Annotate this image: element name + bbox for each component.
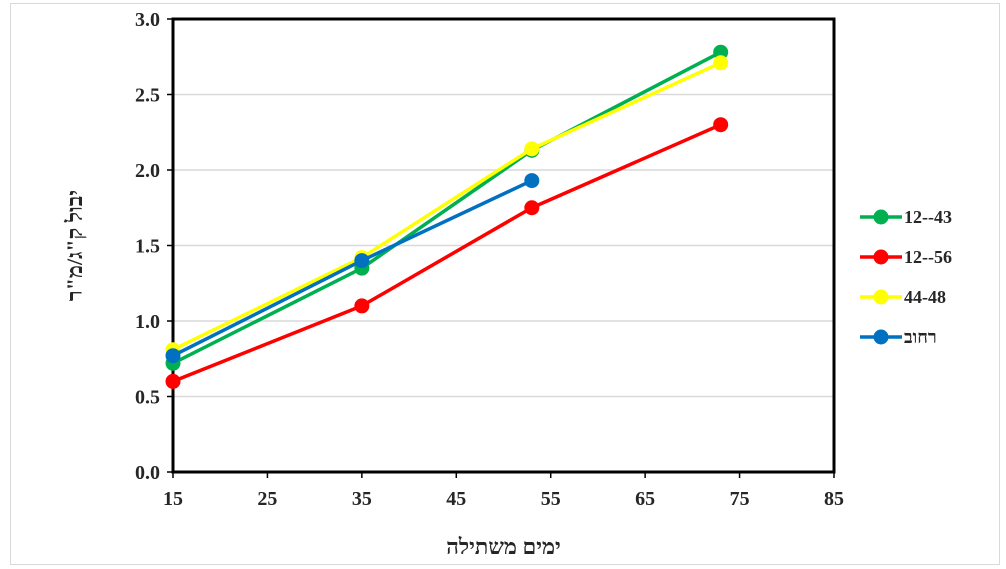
legend-marker [873,289,889,305]
legend-label: רחוב [904,327,937,347]
legend-label: 12--56 [904,247,952,267]
series-1 [165,117,729,389]
legend: 12--43 12--56 44-48 רחוב [860,207,952,347]
legend-label: 44-48 [904,287,946,307]
y-tick-label: 1.0 [135,311,160,333]
data-point [713,117,729,133]
legend-marker [873,209,889,225]
data-point [524,173,540,189]
series-0 [165,44,729,371]
data-point [354,298,370,314]
x-tick-label: 55 [541,488,561,510]
data-point [713,44,729,60]
legend-item: 44-48 [860,287,946,307]
data-point [713,55,729,71]
x-tick-label: 15 [163,488,183,510]
legend-item: רחוב [860,327,937,347]
data-point [165,373,181,389]
x-tick-label: 65 [635,488,655,510]
y-axis-title: יבול ק"ג/מ"ר [62,190,87,301]
data-point [354,253,370,269]
y-tick-label: 2.0 [135,160,160,182]
y-tick-label: 2.5 [135,85,160,107]
y-tick-label: 0.0 [135,462,160,484]
series-line [172,61,722,352]
data-point [524,200,540,216]
x-axis-title: ימים משתילה [446,534,561,559]
y-tick-label: 3.0 [135,9,160,31]
series-3 [165,173,540,364]
x-tick-label: 45 [446,488,466,510]
legend-item: 12--43 [860,207,952,227]
legend-marker [873,249,889,265]
x-tick-label: 35 [352,488,372,510]
data-point [165,348,181,364]
x-tick-label: 85 [824,488,844,510]
data-point [524,141,540,157]
legend-marker [873,329,889,345]
x-tick-label: 75 [730,488,750,510]
series-line [172,50,722,365]
x-tick-label: 25 [257,488,277,510]
series-2 [165,55,729,358]
series-line [172,123,722,384]
chart-frame [10,3,1000,565]
y-tick-label: 1.5 [135,236,160,258]
legend-label: 12--43 [904,207,952,227]
gridlines [173,93,834,398]
series-layer [165,44,729,389]
series-line [172,178,533,358]
axes: 0.0 0.5 1.0 1.5 2.0 2.5 3.0 15 25 35 45 55 65 75 85 [135,9,844,510]
y-tick-label: 0.5 [135,387,160,409]
legend-item: 12--56 [860,247,952,267]
